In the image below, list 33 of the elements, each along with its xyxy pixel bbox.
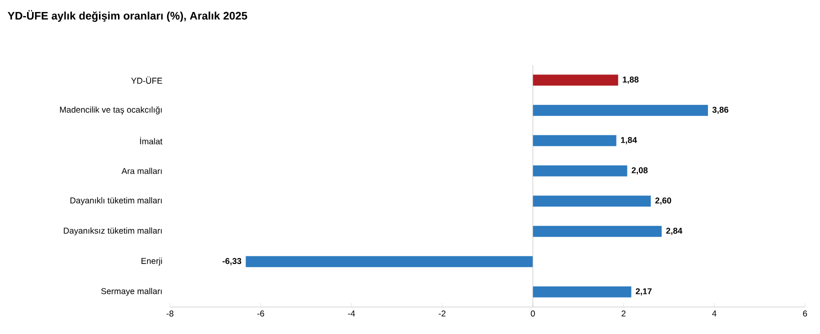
data-label: 2,08: [632, 167, 648, 174]
x-tick-label: 4: [712, 310, 716, 316]
data-label: 1,84: [621, 137, 637, 144]
y-tick-label: Dayanıklı tüketim malları: [70, 197, 162, 206]
data-label: 2,60: [655, 198, 672, 205]
chart-title: YD-ÜFE aylık değişim oranları (%), Aralık 2025: [8, 10, 248, 22]
y-tick-label: YD-ÜFE: [131, 76, 162, 84]
x-tick-label: 6: [803, 310, 808, 317]
bar: [532, 165, 628, 176]
x-tick-label: -6: [257, 310, 264, 317]
y-tick-label: İmalat: [140, 136, 162, 144]
bar: [532, 226, 662, 237]
data-label: 1,88: [622, 76, 639, 84]
x-tick-label: -4: [348, 310, 355, 316]
data-label: 3,86: [712, 106, 728, 114]
x-tick-label: 0: [530, 310, 535, 317]
y-tick-label: Enerji: [142, 258, 162, 266]
y-tick-label: Ara malları: [122, 168, 162, 174]
bar: [532, 74, 618, 86]
bar: [246, 256, 533, 268]
y-tick-label: Sermaye malları: [101, 288, 162, 296]
x-tick-label: -2: [438, 310, 446, 316]
x-tick-label: -8: [166, 310, 174, 317]
data-label: 2,84: [666, 228, 682, 235]
bar: [532, 104, 708, 116]
data-label: -6,33: [222, 258, 242, 266]
x-tick-label: 2: [622, 310, 626, 316]
bar: [532, 196, 651, 207]
y-tick-label: Madencilik ve taş ocakcılığı: [60, 106, 162, 114]
bar: [532, 286, 632, 298]
bar: [532, 135, 616, 146]
y-tick-label: Dayanıksız tüketim malları: [64, 227, 162, 236]
data-label: 2,17: [636, 288, 652, 296]
